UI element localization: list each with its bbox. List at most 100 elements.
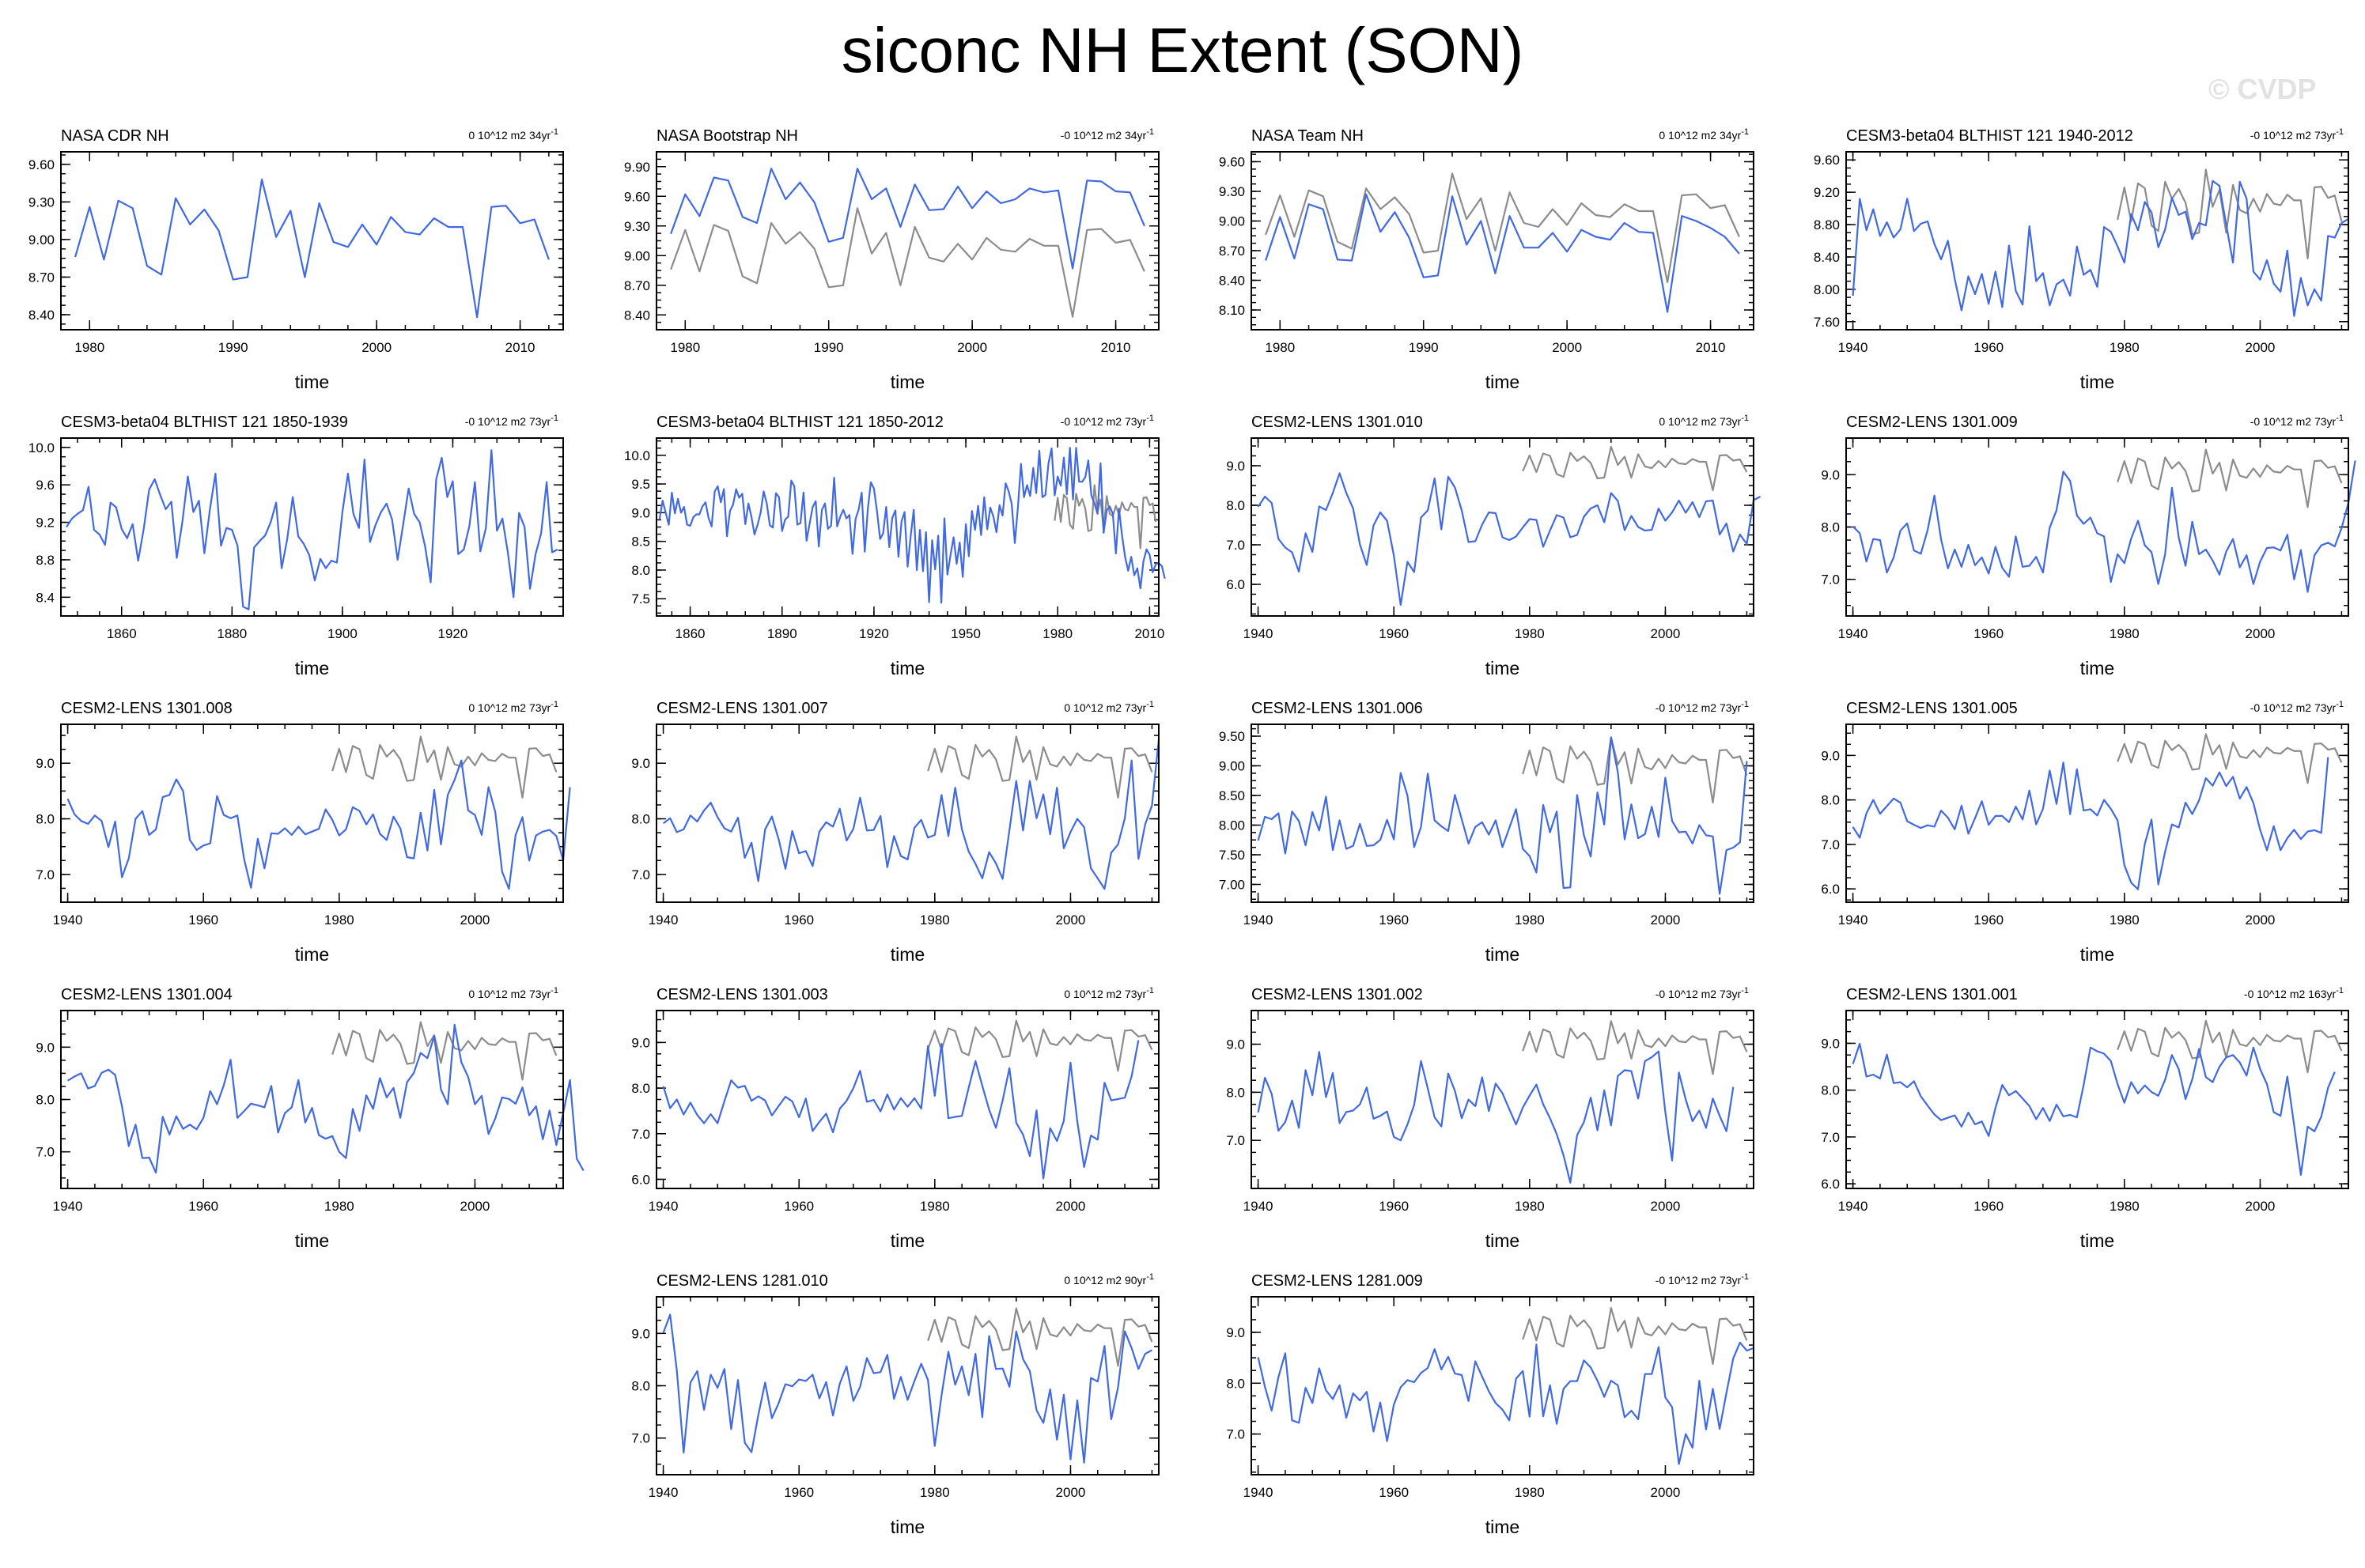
plot-frame — [1251, 1010, 1754, 1189]
y-tick-label: 8.00 — [1219, 818, 1245, 833]
obs-series-line — [927, 735, 1153, 799]
y-tick-label: 8.0 — [1821, 1083, 1840, 1098]
chart-panel: 1860 1880 1900 1920 8.4 8.8 9.2 9.6 10.0 CESM3-be… — [28, 414, 564, 678]
y-tick-label: 6.0 — [631, 1172, 650, 1187]
panel-title: NASA Bootstrap NH — [657, 127, 798, 145]
y-tick-label: 9.6 — [36, 478, 55, 493]
y-tick-label: 8.80 — [1814, 217, 1840, 232]
x-tick-label: 1980 — [920, 1199, 950, 1214]
panel-title: CESM2-LENS 1301.008 — [61, 700, 233, 717]
y-tick-label: 9.0 — [1821, 748, 1840, 763]
x-axis-label: time — [295, 1230, 329, 1251]
x-tick-label: 1960 — [188, 1199, 218, 1214]
x-tick-label: 1980 — [2110, 912, 2140, 928]
y-tick-label: 7.0 — [1821, 572, 1840, 588]
x-axis-label: time — [891, 1230, 925, 1251]
panel-title: CESM2-LENS 1301.002 — [1251, 986, 1423, 1003]
x-tick-label: 1960 — [1973, 626, 2004, 641]
plot-frame — [1251, 1296, 1754, 1475]
trend-exponent: -1 — [551, 986, 558, 996]
x-tick-label: 1960 — [188, 912, 218, 928]
x-tick-label: 1980 — [670, 340, 700, 355]
x-tick-label: 1980 — [920, 912, 950, 928]
y-tick-label: 9.0 — [1821, 467, 1840, 482]
obs-series-line — [2117, 448, 2343, 508]
x-tick-label: 2000 — [1651, 1485, 1681, 1500]
trend-exponent: -1 — [551, 700, 558, 709]
trend-label: -0 10^12 m2 73yr-1 — [1061, 414, 1154, 428]
trend-exponent: -1 — [1741, 1272, 1749, 1282]
x-axis-label: time — [2080, 372, 2114, 392]
chart-panel: 1940 1960 1980 2000 6.0 7.0 8.0 9.0 CESM2-LENS 1… — [631, 986, 1160, 1251]
x-tick-label: 1890 — [767, 626, 797, 641]
x-axis-label: time — [1485, 944, 1519, 965]
x-tick-label: 1940 — [649, 912, 679, 928]
x-tick-label: 1920 — [438, 626, 468, 641]
x-tick-label: 1980 — [2110, 1199, 2140, 1214]
x-tick-label: 1990 — [1409, 340, 1439, 355]
plot-frame — [60, 151, 564, 331]
x-tick-label: 2000 — [2246, 626, 2276, 641]
chart-panel: 1940 1960 1980 2000 7.0 8.0 9.0 CESM2-LENS 1301… — [1226, 986, 1754, 1251]
panel-title: CESM2-LENS 1301.006 — [1251, 700, 1423, 717]
y-tick-label: 8.0 — [631, 1379, 650, 1394]
trend-exponent: -1 — [551, 414, 558, 423]
y-tick-label: 7.0 — [1821, 837, 1840, 852]
x-tick-label: 1940 — [1838, 626, 1868, 641]
x-tick-label: 1960 — [1379, 1485, 1409, 1500]
y-tick-label: 8.0 — [631, 1081, 650, 1096]
trend-label: -0 10^12 m2 163yr-1 — [2244, 986, 2344, 1000]
x-tick-label: 1900 — [327, 626, 358, 641]
x-tick-label: 1920 — [859, 626, 889, 641]
y-tick-label: 8.5 — [631, 535, 650, 550]
model-series-line — [66, 759, 571, 890]
x-axis-label: time — [891, 1517, 925, 1537]
model-series-line — [67, 1023, 585, 1174]
obs-series-line — [2117, 733, 2343, 784]
y-tick-label: 8.0 — [1821, 520, 1840, 535]
panel-title: CESM3-beta04 BLTHIST 121 1850-1939 — [61, 414, 348, 431]
x-tick-label: 1980 — [324, 1199, 354, 1214]
model-series-line — [658, 447, 1166, 604]
y-tick-label: 9.50 — [1219, 729, 1245, 744]
obs-series-line — [2117, 1019, 2343, 1074]
x-tick-label: 2000 — [1651, 1199, 1681, 1214]
x-axis-label: time — [295, 944, 329, 965]
obs-series-line — [927, 1307, 1153, 1367]
y-tick-label: 8.0 — [36, 1093, 55, 1108]
plot-frame — [60, 1010, 564, 1189]
obs-series-line — [1522, 445, 1748, 492]
x-tick-label: 2000 — [2246, 912, 2276, 928]
obs-series-line — [1522, 1306, 1748, 1366]
obs-series-line — [1522, 1020, 1748, 1075]
chart-panel: 1940 1960 1980 2000 7.0 8.0 9.0 CESM2-LENS 1301… — [631, 700, 1160, 965]
chart-panel: 1940 1960 1980 2000 7.0 8.0 9.0 CESM2-LENS 1301… — [36, 700, 571, 965]
y-tick-label: 8.10 — [1219, 303, 1245, 318]
y-tick-label: 9.30 — [1219, 184, 1245, 199]
model-series-line — [1852, 179, 2349, 317]
x-tick-label: 2000 — [2246, 340, 2276, 355]
y-tick-label: 9.60 — [28, 157, 55, 172]
trend-label: 0 10^12 m2 90yr-1 — [1064, 1272, 1154, 1287]
trend-label: 0 10^12 m2 34yr-1 — [468, 127, 558, 142]
y-tick-label: 9.00 — [1219, 759, 1245, 774]
x-tick-label: 2000 — [1056, 1199, 1086, 1214]
x-tick-label: 2000 — [460, 1199, 490, 1214]
y-tick-label: 8.0 — [36, 812, 55, 827]
trend-exponent: -1 — [2336, 127, 2344, 137]
y-tick-label: 9.30 — [624, 219, 650, 234]
x-tick-label: 2000 — [1552, 340, 1582, 355]
x-tick-label: 1980 — [1515, 1485, 1545, 1500]
x-axis-label: time — [1485, 372, 1519, 392]
x-tick-label: 1990 — [814, 340, 844, 355]
y-tick-label: 8.70 — [28, 270, 55, 285]
trend-exponent: -1 — [1146, 414, 1154, 423]
y-tick-label: 7.50 — [1219, 848, 1245, 863]
trend-label: 0 10^12 m2 34yr-1 — [1659, 127, 1749, 142]
trend-exponent: -1 — [1741, 414, 1749, 423]
chart-panel: 1940 1960 1980 2000 6.0 7.0 8.0 9.0 CESM2-LENS 1… — [1226, 414, 1761, 678]
x-tick-label: 2000 — [957, 340, 987, 355]
x-tick-label: 1940 — [53, 1199, 83, 1214]
x-tick-label: 2010 — [505, 340, 535, 355]
trend-exponent: -1 — [1741, 127, 1749, 137]
